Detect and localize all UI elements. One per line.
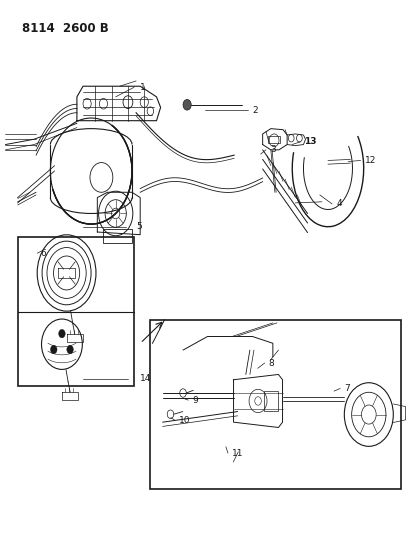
Bar — [264, 391, 278, 410]
Text: 8114  2600 B: 8114 2600 B — [22, 21, 109, 35]
Bar — [150, 319, 402, 489]
Text: 13: 13 — [304, 138, 317, 147]
Bar — [104, 229, 132, 243]
Text: 4: 4 — [336, 199, 342, 208]
Text: 5: 5 — [136, 222, 142, 231]
Text: 9: 9 — [192, 395, 198, 405]
Text: 12: 12 — [365, 156, 376, 165]
Circle shape — [59, 329, 65, 338]
Text: 6: 6 — [40, 249, 46, 258]
Bar — [18, 237, 134, 386]
Bar — [268, 135, 280, 143]
Text: 8: 8 — [269, 359, 275, 367]
Circle shape — [67, 345, 73, 354]
Text: 2: 2 — [252, 106, 258, 115]
Circle shape — [51, 345, 57, 354]
Text: 14: 14 — [140, 374, 152, 383]
Circle shape — [183, 100, 191, 110]
Text: 7: 7 — [344, 384, 350, 393]
Text: 1: 1 — [140, 83, 146, 92]
Text: 10: 10 — [179, 416, 190, 425]
Text: 11: 11 — [232, 449, 244, 458]
Text: 3: 3 — [270, 146, 276, 155]
